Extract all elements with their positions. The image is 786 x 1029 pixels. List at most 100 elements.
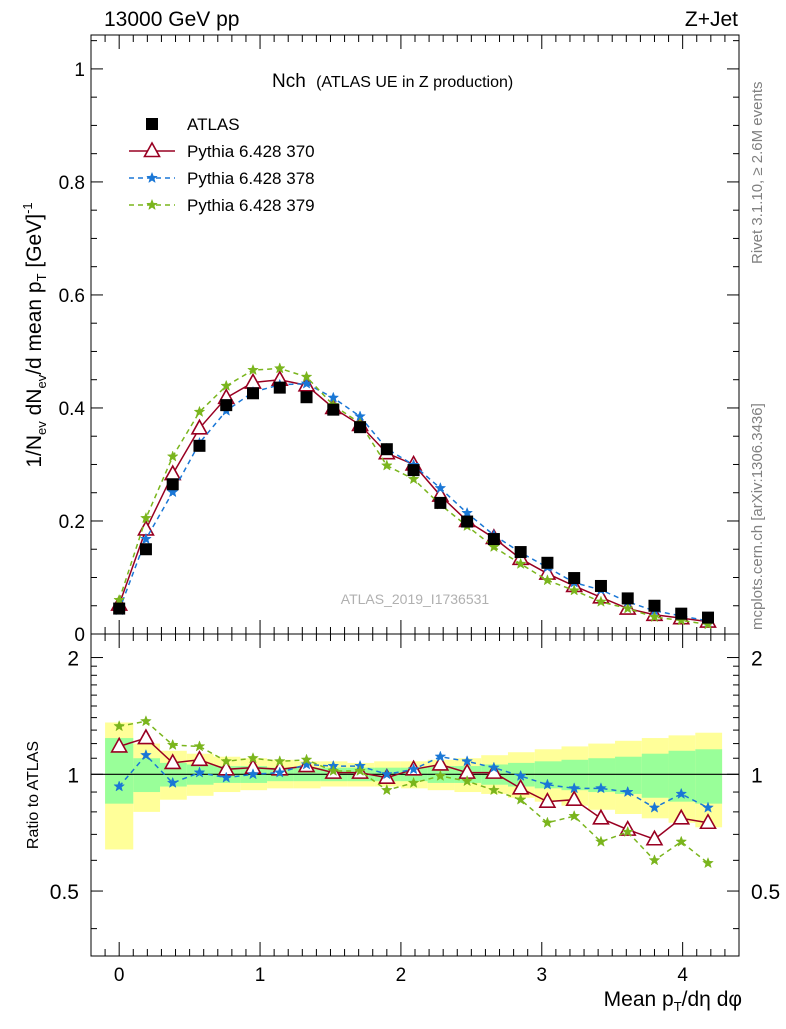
ratio-data-point xyxy=(565,790,584,806)
ratio-data-point xyxy=(113,720,126,732)
ratio-tick-label-left: 0.5 xyxy=(50,881,79,904)
data-point xyxy=(407,472,420,485)
ratio-data-point xyxy=(273,766,286,778)
ratio-data-point xyxy=(163,753,182,770)
data-point xyxy=(380,443,393,456)
data-point xyxy=(354,421,367,434)
ratio-data-point xyxy=(595,782,607,794)
ratio-data-point xyxy=(380,783,393,796)
data-point xyxy=(300,370,313,382)
y-label-part-2: dN xyxy=(23,389,46,422)
ratio-data-point xyxy=(568,809,581,822)
data-point xyxy=(487,533,500,546)
data-point xyxy=(193,405,206,417)
ratio-data-point xyxy=(592,808,610,825)
x-tick-label: 1 xyxy=(255,965,266,986)
plot-title: Nch (ATLAS UE in Z production) xyxy=(272,71,513,92)
data-point xyxy=(434,481,447,494)
data-point xyxy=(514,546,527,559)
data-point xyxy=(461,515,474,528)
data-point xyxy=(327,403,340,416)
ratio-data-point xyxy=(541,778,554,790)
data-point xyxy=(140,532,152,545)
x-axis-label: Mean pT/dη dφ xyxy=(604,988,742,1014)
data-point xyxy=(461,506,474,519)
ratio-data-point xyxy=(568,782,581,794)
y-tick-label: 0.6 xyxy=(59,286,85,307)
x-tick-label: 2 xyxy=(396,965,407,986)
data-point xyxy=(541,574,554,586)
band-inner-bin xyxy=(641,753,669,798)
data-point xyxy=(193,439,206,452)
y-label-exp: -1 xyxy=(20,202,35,214)
ratio-tick-label-right: 2 xyxy=(751,648,763,671)
ratio-series-pythia-6-428-379 xyxy=(113,715,714,869)
ratio-data-point xyxy=(621,825,634,838)
ratio-data-point xyxy=(699,813,717,830)
ratio-data-point xyxy=(485,762,503,779)
x-label-sub-t: T xyxy=(674,999,682,1014)
data-point xyxy=(139,543,152,556)
y-label-sub-ev2: ev xyxy=(34,374,49,388)
ratio-data-point xyxy=(193,766,206,778)
ratio-series-layer xyxy=(110,715,717,869)
x-axis-ticks: 0 1 2 3 4 xyxy=(90,35,740,986)
band-inner-bin xyxy=(133,758,161,793)
plot-title-sub: (ATLAS UE in Z production) xyxy=(316,74,513,91)
ratio-data-point xyxy=(621,785,634,798)
y-axis-label-main: 1/Nev dNev/d mean pT [GeV]-1 xyxy=(20,202,49,467)
ratio-data-point xyxy=(595,835,607,847)
data-point xyxy=(648,610,661,623)
x-label-part-2: /dη dφ xyxy=(682,988,742,1011)
data-point xyxy=(621,602,634,614)
data-point xyxy=(568,572,581,585)
main-axis-ticks: 0 0.2 0.4 0.6 0.8 1 xyxy=(59,40,739,646)
data-point xyxy=(113,593,126,606)
data-point xyxy=(273,381,286,394)
ratio-data-point xyxy=(672,808,691,825)
data-point xyxy=(166,478,179,491)
series-atlas xyxy=(113,381,715,624)
ratio-data-point xyxy=(113,780,126,792)
data-point xyxy=(702,611,715,624)
ratio-data-point xyxy=(487,783,500,796)
data-point xyxy=(487,540,500,553)
y-tick-label: 0.2 xyxy=(59,512,85,533)
ratio-tick-label-right: 0.5 xyxy=(751,881,780,904)
legend-label: ATLAS xyxy=(187,115,240,134)
main-series-layer xyxy=(110,362,717,630)
data-point xyxy=(273,362,286,374)
ratio-data-point xyxy=(675,787,688,799)
ratio-data-point xyxy=(166,738,179,751)
ratio-tick-label-left: 2 xyxy=(67,648,79,671)
data-point xyxy=(247,387,259,400)
header-right: Z+Jet xyxy=(685,8,738,31)
analysis-watermark: ATLAS_2019_I1736531 xyxy=(341,591,490,607)
ratio-series-pythia-6-428-370 xyxy=(110,728,717,846)
ratio-data-point xyxy=(166,776,179,788)
series-line xyxy=(118,367,709,626)
ratio-data-point xyxy=(300,758,313,770)
data-point xyxy=(595,595,607,607)
data-point xyxy=(113,602,126,615)
y-label-part-1: 1/N xyxy=(23,435,46,468)
ratio-data-point xyxy=(702,856,714,869)
legend-label: Pythia 6.428 370 xyxy=(187,142,315,161)
data-point xyxy=(166,450,179,462)
ratio-tick-label-right: 1 xyxy=(751,764,763,787)
x-label-part-1: Mean p xyxy=(604,988,674,1011)
data-point xyxy=(568,584,581,596)
data-point xyxy=(407,464,420,477)
header-left: 13000 GeV pp xyxy=(104,8,239,31)
x-tick-label: 4 xyxy=(677,965,688,986)
ratio-tick-label-left: 1 xyxy=(67,764,79,787)
legend-marker xyxy=(143,141,161,158)
y-axis-label-ratio: Ratio to ATLAS xyxy=(25,741,42,849)
x-tick-label: 3 xyxy=(536,965,547,986)
series-pythia-6-428-379 xyxy=(113,362,714,630)
data-point xyxy=(140,511,152,524)
data-point xyxy=(434,496,447,509)
ratio-data-point xyxy=(140,715,152,727)
ratio-data-point xyxy=(140,748,152,761)
ratio-data-point xyxy=(354,764,366,776)
